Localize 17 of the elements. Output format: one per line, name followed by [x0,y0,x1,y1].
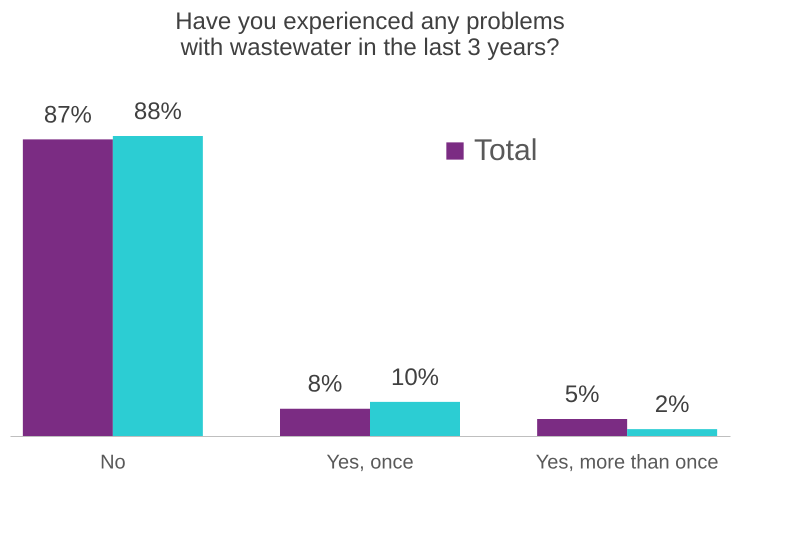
x-tick-label: Yes, once [326,452,414,474]
legend-label: Total [474,134,538,167]
bar [627,429,718,436]
data-label: 10% [390,364,440,391]
x-tick-label: No [100,452,126,474]
data-label: 87% [44,101,92,128]
bar [112,136,203,436]
data-label: 8% [308,370,342,398]
x-tick-label: Yes, more than once [536,452,718,474]
chart-title: Have you experienced any problems with wastewater in the last 3 years? [175,8,565,61]
data-label: 2% [654,391,690,418]
bar [370,402,460,436]
bar [22,139,113,436]
data-label: 5% [564,380,600,408]
bar [280,408,370,436]
bar [537,418,628,436]
data-label: 88% [134,98,182,125]
